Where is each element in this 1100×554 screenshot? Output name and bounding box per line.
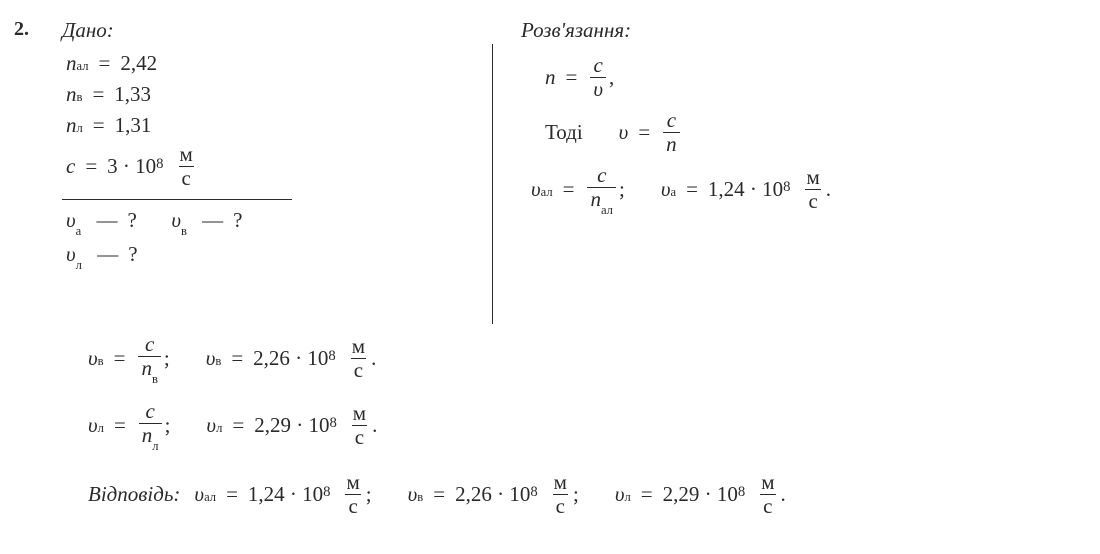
top-section: Дано: nал = 2,42 nв = 1,33 nл = 1,31 [40, 18, 1060, 324]
vertical-divider [492, 44, 493, 324]
unit-m-over-s: м с [344, 472, 363, 517]
given-n-v: nв = 1,33 [66, 82, 492, 107]
answer-row: Відповідь: υал = 1,24 · 108 м с ; υв = 2… [40, 472, 1060, 517]
find-line-1: υа —? υв —? [66, 208, 492, 236]
find-line-2: υл —? [66, 242, 492, 270]
given-c: c = 3 · 108 м с [66, 144, 492, 189]
given-divider [62, 199, 292, 200]
answer-label: Відповідь: [88, 482, 180, 507]
eq-v-v: υв = c nв ; υв = 2,26 · 108 м с . [88, 334, 1060, 383]
unit-m-over-s: м с [349, 336, 368, 381]
frac-c-over-v: c υ [590, 55, 606, 100]
given-title: Дано: [62, 18, 492, 43]
unit-m-over-s: м с [350, 403, 369, 448]
unit-m-over-s: м с [804, 167, 823, 212]
eq-then-v-equals-c-over-n: Тоді υ = c n [521, 110, 1060, 155]
frac-c-over-n-al: c nал [587, 165, 616, 214]
solution-title: Розв'язання: [521, 18, 1060, 43]
unit-m-over-s: м с [551, 472, 570, 517]
eq-v-al: υал = c nал ; υа = 1,24 · 108 м с . [521, 165, 1060, 214]
given-block: Дано: nал = 2,42 nв = 1,33 nл = 1,31 [40, 18, 492, 276]
frac-c-over-n-l: c nл [139, 401, 162, 450]
given-values: nал = 2,42 nв = 1,33 nл = 1,31 c = 3 [62, 51, 492, 189]
given-n-l: nл = 1,31 [66, 113, 492, 138]
given-n-al: nал = 2,42 [66, 51, 492, 76]
problem-number: 2. [14, 18, 29, 41]
solution-block: Розв'язання: n = c υ , Тоді υ = c n [521, 18, 1060, 224]
eq-n-equals-c-over-v: n = c υ , [521, 55, 1060, 100]
solution-continued: υв = c nв ; υв = 2,26 · 108 м с . υл = c… [40, 334, 1060, 450]
unit-m-over-s: м с [177, 144, 196, 189]
unit-m-over-s: м с [758, 472, 777, 517]
find-block: υа —? υв —? υл —? [62, 208, 492, 270]
physics-problem-page: 2. Дано: nал = 2,42 nв = 1,33 nл = 1,31 [0, 0, 1100, 554]
frac-c-over-n: c n [663, 110, 680, 155]
then-label: Тоді [545, 120, 583, 145]
frac-c-over-n-v: c nв [138, 334, 160, 383]
eq-v-l: υл = c nл ; υл = 2,29 · 108 м с . [88, 401, 1060, 450]
